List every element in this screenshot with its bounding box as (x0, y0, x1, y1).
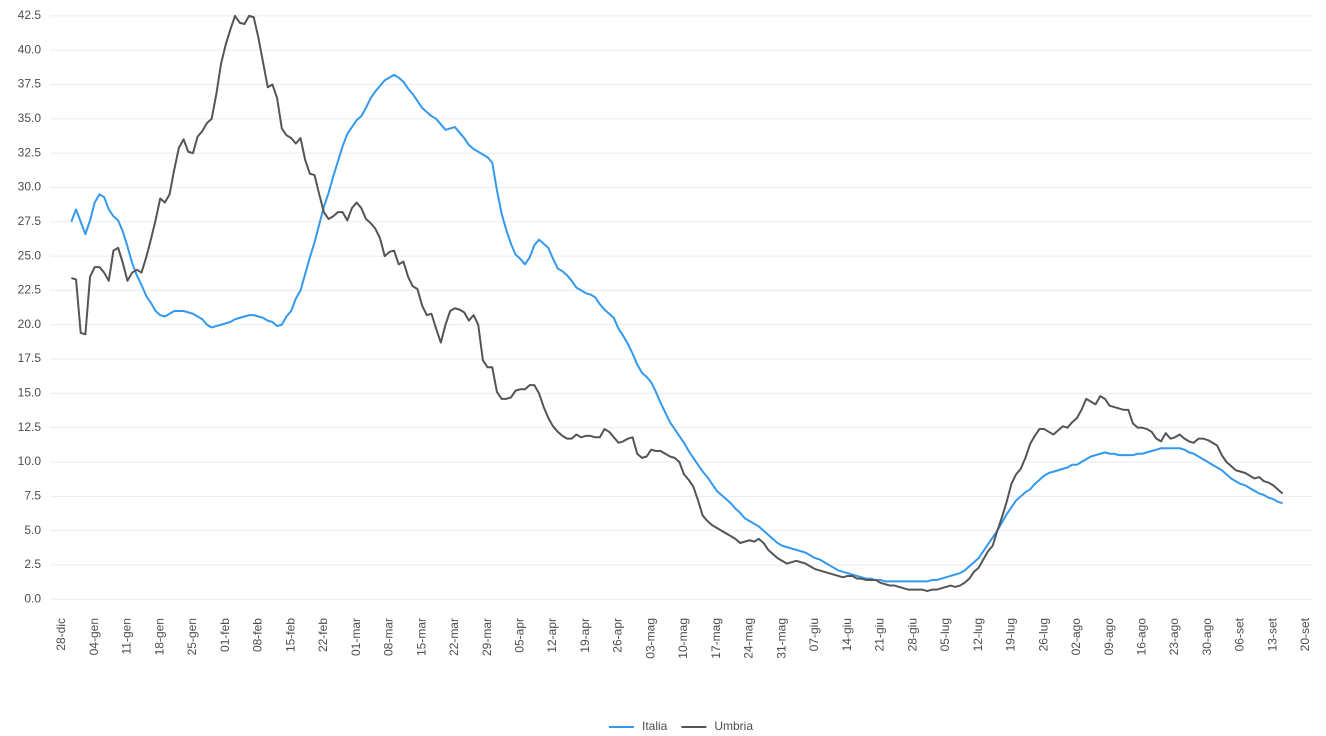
x-tick-label: 20-set (1298, 617, 1312, 651)
y-tick-label: 25.0 (18, 248, 42, 262)
x-tick-label: 25-gen (185, 618, 199, 655)
x-tick-label: 08-mar (382, 618, 396, 656)
y-tick-label: 10.0 (18, 454, 42, 468)
x-tick-label: 28-giu (905, 618, 919, 651)
y-tick-label: 12.5 (18, 420, 42, 434)
x-tick-label: 17-mag (709, 618, 723, 659)
x-tick-label: 24-mag (742, 618, 756, 659)
x-tick-label: 09-ago (1102, 618, 1116, 656)
x-tick-label: 18-gen (152, 618, 166, 655)
y-tick-label: 35.0 (18, 111, 42, 125)
legend-label: Umbria (714, 719, 753, 733)
y-tick-label: 27.5 (18, 214, 42, 228)
x-tick-label: 26-apr (611, 618, 625, 653)
y-tick-label: 30.0 (18, 180, 42, 194)
x-tick-label: 22-feb (316, 618, 330, 652)
y-tick-label: 20.0 (18, 317, 42, 331)
x-tick-label: 15-mar (414, 618, 428, 656)
x-tick-label: 02-ago (1069, 618, 1083, 656)
x-tick-label: 16-ago (1134, 618, 1148, 656)
x-tick-label: 26-lug (1036, 618, 1050, 651)
y-tick-label: 32.5 (18, 145, 42, 159)
y-tick-label: 7.5 (24, 488, 41, 502)
x-tick-label: 01-feb (218, 618, 232, 652)
x-tick-label: 15-feb (283, 618, 297, 652)
x-tick-label: 13-set (1265, 617, 1279, 651)
x-tick-label: 05-apr (512, 618, 526, 653)
x-tick-label: 23-ago (1167, 618, 1181, 656)
x-tick-label: 14-giu (840, 618, 854, 651)
y-tick-label: 17.5 (18, 351, 42, 365)
x-tick-label: 10-mag (676, 618, 690, 659)
x-tick-label: 21-giu (873, 618, 887, 651)
y-tick-label: 0.0 (24, 591, 41, 605)
x-tick-label: 07-giu (807, 618, 821, 651)
x-tick-label: 12-apr (545, 618, 559, 653)
x-tick-label: 11-gen (120, 618, 134, 654)
x-tick-label: 03-mag (643, 618, 657, 659)
x-tick-label: 22-mar (447, 618, 461, 656)
x-tick-label: 29-mar (480, 618, 494, 656)
x-tick-label: 28-dic (54, 618, 68, 651)
series-line (70, 73, 1283, 583)
y-tick-label: 2.5 (24, 557, 41, 571)
series-line (71, 14, 1284, 593)
x-tick-label: 08-feb (251, 618, 265, 652)
y-tick-label: 5.0 (24, 523, 41, 537)
y-tick-label: 40.0 (18, 42, 42, 56)
x-tick-label: 19-apr (578, 618, 592, 653)
y-tick-label: 22.5 (18, 283, 42, 297)
x-tick-label: 12-lug (971, 618, 985, 651)
x-tick-label: 06-set (1233, 617, 1247, 651)
y-tick-label: 15.0 (18, 386, 42, 400)
x-tick-label: 05-lug (938, 618, 952, 651)
x-tick-label: 01-mar (349, 618, 363, 656)
legend: Italia Umbria (608, 719, 753, 733)
y-tick-label: 37.5 (18, 77, 42, 91)
x-tick-label: 31-mag (774, 618, 788, 659)
x-tick-label: 04-gen (87, 618, 101, 655)
legend-label: Italia (642, 719, 668, 733)
y-tick-label: 42.5 (18, 8, 42, 22)
x-tick-label: 30-ago (1200, 618, 1214, 656)
x-tick-label: 19-lug (1004, 618, 1018, 651)
